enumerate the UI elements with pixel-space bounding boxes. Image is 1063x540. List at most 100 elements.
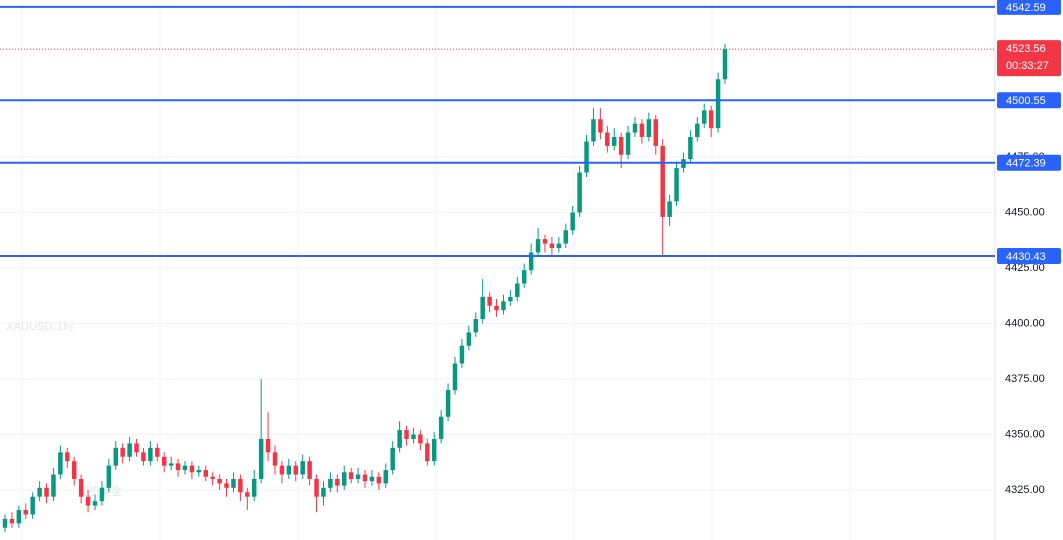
candle-body bbox=[535, 239, 541, 253]
candle-body bbox=[224, 483, 229, 488]
candle-body bbox=[58, 452, 63, 475]
candle-body bbox=[348, 472, 354, 479]
candle-body bbox=[632, 123, 638, 133]
candle-body bbox=[65, 452, 70, 462]
candle-body bbox=[653, 119, 659, 146]
candle-body bbox=[314, 478, 319, 497]
candle-body bbox=[23, 510, 29, 515]
candle-body bbox=[611, 136, 617, 146]
candle-body bbox=[161, 456, 167, 466]
candle-body bbox=[466, 332, 472, 346]
candle-body bbox=[231, 478, 236, 488]
candle-body bbox=[196, 470, 202, 473]
candle-body bbox=[300, 461, 305, 475]
candle-body bbox=[71, 461, 77, 479]
candle-body bbox=[494, 305, 499, 311]
candle-body bbox=[411, 434, 416, 439]
y-tick-label: 4400.00 bbox=[1005, 317, 1045, 329]
candle-body bbox=[341, 472, 347, 486]
candle-body bbox=[141, 452, 146, 462]
y-tick-label: 4450.00 bbox=[1005, 206, 1045, 218]
candle-body bbox=[556, 243, 562, 249]
candle-body bbox=[452, 363, 458, 391]
candle-body bbox=[528, 252, 534, 271]
candle-body bbox=[272, 452, 278, 466]
last-price-label-bg bbox=[997, 40, 1061, 77]
candle-body bbox=[51, 474, 56, 497]
candle-body bbox=[501, 301, 506, 311]
candle-body bbox=[646, 119, 652, 137]
candle-body bbox=[487, 296, 492, 306]
candle-body bbox=[307, 461, 312, 479]
candle-body bbox=[210, 476, 215, 479]
candle-body bbox=[279, 465, 285, 475]
candle-body bbox=[660, 145, 665, 217]
candle-body bbox=[238, 478, 243, 493]
candle-body bbox=[182, 465, 188, 471]
candle-body bbox=[99, 487, 105, 502]
candle-body bbox=[473, 319, 479, 333]
price-line-label: 4472.39 bbox=[1006, 158, 1046, 170]
candle-body bbox=[618, 136, 624, 155]
candle-body bbox=[217, 478, 222, 484]
candle-body bbox=[674, 168, 679, 202]
candle-body bbox=[688, 136, 693, 160]
candle-body bbox=[577, 172, 582, 213]
candle-body bbox=[563, 230, 569, 244]
countdown-label: 00:33:27 bbox=[1006, 60, 1049, 72]
candle-body bbox=[542, 239, 548, 244]
candle-body bbox=[30, 496, 35, 515]
candle-body bbox=[120, 447, 125, 457]
candle-body bbox=[85, 496, 91, 506]
candle-body bbox=[265, 438, 271, 453]
candle-body bbox=[404, 430, 409, 439]
price-line-label: 4430.43 bbox=[1006, 251, 1046, 263]
candle-body bbox=[369, 476, 375, 482]
candle-body bbox=[37, 487, 42, 497]
price-line-label: 4500.55 bbox=[1006, 95, 1046, 107]
candle-body bbox=[591, 119, 596, 142]
candle-body bbox=[397, 430, 402, 448]
last-price-label: 4523.56 bbox=[1006, 43, 1046, 55]
price-line-label-bg bbox=[997, 154, 1061, 171]
candle-body bbox=[355, 474, 361, 479]
candle-body bbox=[639, 123, 645, 137]
price-line-label-bg bbox=[997, 0, 1061, 15]
candle-body bbox=[106, 465, 112, 488]
candle-body bbox=[383, 470, 389, 484]
candle-body bbox=[127, 443, 132, 457]
candle-body bbox=[438, 416, 444, 439]
candle-body bbox=[113, 447, 119, 466]
candle-body bbox=[189, 465, 195, 473]
candle-body bbox=[722, 49, 728, 80]
candle-body bbox=[134, 443, 139, 453]
candle-body bbox=[286, 465, 292, 475]
candle-body bbox=[701, 110, 707, 124]
candle-body bbox=[92, 501, 98, 506]
candle-body bbox=[245, 492, 250, 497]
candle-body bbox=[521, 270, 527, 284]
y-tick-label: 4350.00 bbox=[1005, 428, 1045, 440]
candle-body bbox=[625, 132, 631, 155]
y-tick-label: 4375.00 bbox=[1005, 373, 1045, 385]
candle-body bbox=[335, 478, 340, 486]
candle-body bbox=[258, 438, 264, 479]
candle-body bbox=[570, 212, 575, 231]
candle-body bbox=[293, 465, 299, 475]
candle-body bbox=[148, 447, 153, 462]
candle-body bbox=[321, 487, 326, 497]
candle-body bbox=[168, 463, 174, 466]
price-line-label-bg bbox=[997, 247, 1061, 264]
candle-body bbox=[175, 463, 181, 471]
candle-body bbox=[155, 447, 160, 457]
price-line-label-bg bbox=[997, 92, 1061, 109]
candle-body bbox=[508, 296, 513, 302]
candle-body bbox=[715, 79, 721, 129]
candle-body bbox=[44, 487, 49, 497]
price-line-label: 4542.59 bbox=[1006, 2, 1046, 14]
candle-body bbox=[667, 201, 672, 217]
y-tick-label: 4425.00 bbox=[1005, 262, 1045, 274]
candle-body bbox=[203, 470, 209, 477]
candle-body bbox=[418, 434, 423, 444]
